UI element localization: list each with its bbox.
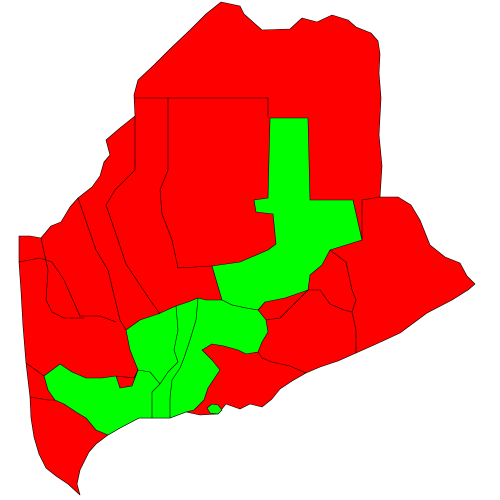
northern-territory-region[interactable] [18,1,476,496]
small-island-region[interactable] [206,403,223,415]
county-borders [18,97,381,418]
southwestern-territory-region[interactable] [43,297,269,436]
